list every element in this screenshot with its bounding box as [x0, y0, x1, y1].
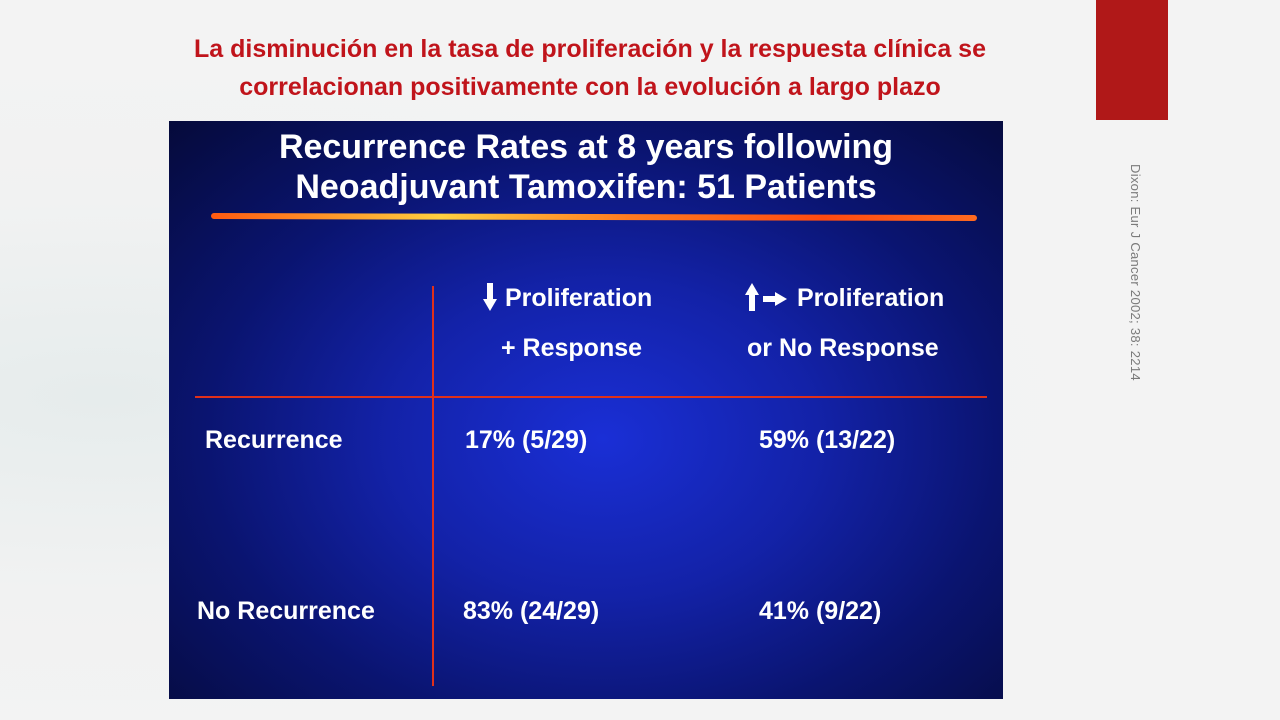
cell-recurrence-col2: 59% (13/22) [759, 426, 896, 454]
column-header-2-line2: or No Response [747, 334, 939, 362]
cell-recurrence-col1: 17% (5/29) [465, 426, 588, 454]
citation: Dixon: Eur J Cancer 2002; 38: 2214 [1128, 164, 1143, 381]
row-label-no-recurrence: No Recurrence [197, 597, 375, 625]
accent-bar [1096, 0, 1168, 120]
table-vertical-divider [432, 286, 434, 686]
column-header-1-label: Proliferation [505, 284, 653, 312]
slide-title-line2: correlacionan positivamente con la evolu… [239, 73, 941, 101]
column-header-1-line1: Proliferation [483, 283, 652, 313]
arrow-down-icon [483, 283, 497, 311]
row-label-recurrence: Recurrence [205, 426, 343, 454]
figure-title: Recurrence Rates at 8 years following Ne… [169, 127, 1003, 207]
slide-title: La disminución en la tasa de proliferaci… [60, 30, 1120, 106]
table-horizontal-divider [195, 396, 987, 398]
arrow-up-right-icon [745, 283, 787, 311]
cell-no-recurrence-col1: 83% (24/29) [463, 597, 600, 625]
column-header-2-label: Proliferation [797, 284, 945, 312]
title-underline [210, 212, 978, 222]
column-header-1-line2: + Response [501, 334, 643, 362]
column-header-2-line1: Proliferation [745, 283, 944, 313]
slide-title-line1: La disminución en la tasa de proliferaci… [194, 35, 986, 63]
figure-title-line2: Neoadjuvant Tamoxifen: 51 Patients [295, 168, 877, 206]
figure-title-line1: Recurrence Rates at 8 years following [278, 128, 894, 166]
recurrence-rates-figure: Recurrence Rates at 8 years following Ne… [169, 121, 1003, 699]
cell-no-recurrence-col2: 41% (9/22) [759, 597, 882, 625]
